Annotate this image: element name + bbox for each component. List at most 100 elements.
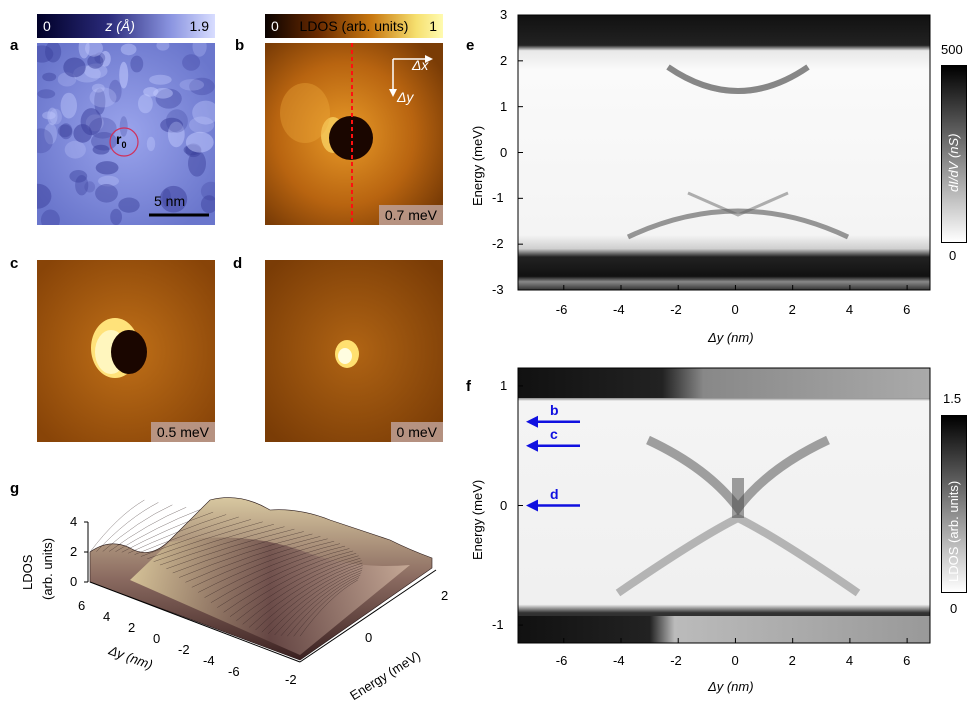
panel-e-cbar-label: dI/dV (nS): [946, 133, 961, 192]
panel-label-a: a: [10, 37, 19, 54]
topo-texture: [110, 208, 122, 225]
energy-tag-c: 0.5 meV: [150, 422, 215, 442]
panel-e-ytick-label: 0: [500, 144, 508, 160]
ldos-map-c: 0.5 meV: [37, 260, 215, 442]
panel-g-zlabel-1: LDOS: [20, 554, 35, 590]
waterfall-ridge: [153, 524, 274, 562]
panel-e-xtick-label: -4: [613, 302, 625, 317]
panel-e-ytick-label: 2: [500, 52, 508, 68]
waterfall-ridge: [166, 528, 295, 570]
panel-f-ytick-label: 0: [500, 497, 508, 513]
topo-texture: [47, 107, 58, 126]
ldos-colorbar: 0 LDOS (arb. units) 1: [265, 14, 443, 38]
waterfall-ridge: [248, 560, 362, 628]
energy-arrowhead: [526, 499, 538, 512]
topo-colorbar-label: z (Å): [105, 18, 135, 34]
waterfall-ridge: [268, 567, 363, 634]
waterfall-ridge: [121, 511, 214, 553]
waterfall-ridge: [108, 507, 187, 552]
energy-tag-d: 0 meV: [390, 422, 443, 442]
waterfall-ridge: [210, 545, 346, 603]
topo-texture: [143, 87, 159, 97]
panel-label-g: g: [10, 480, 20, 497]
topo-texture: [84, 63, 108, 79]
waterfall-ridge: [280, 572, 362, 636]
panel-f-ylabel: Energy (meV): [470, 479, 485, 560]
waterfall-ridge: [274, 570, 363, 636]
waterfall-ridge: [299, 579, 358, 637]
panel-g-ytick-label: -6: [228, 664, 240, 679]
topo-texture: [200, 181, 215, 201]
topo-texture: [149, 74, 172, 85]
waterfall-ridge: [293, 577, 360, 637]
topo-texture: [37, 128, 53, 154]
waterfall-ridge: [185, 536, 321, 583]
panel-e-xtick-label: 0: [731, 302, 739, 317]
panel-e-ytick-label: -1: [492, 190, 504, 206]
panel-g-xtick-label: 0: [365, 630, 373, 645]
topo-texture: [42, 72, 57, 82]
topo-texture: [85, 43, 103, 57]
panel-g-ztick-label: 4: [70, 514, 78, 529]
panel-e-ytick-label: -2: [492, 236, 504, 252]
topo-texture: [138, 94, 153, 114]
panel-e-xtick-label: 2: [788, 302, 796, 317]
energy-arrow-label: d: [550, 485, 559, 502]
topo-texture: [78, 43, 90, 59]
topo-texture: [84, 181, 96, 193]
panel-g-ztick-label: 2: [70, 544, 78, 559]
topo-texture: [130, 55, 144, 73]
panel-label-c: c: [10, 255, 19, 272]
topo-texture: [95, 161, 119, 175]
panel-e-xtick-label: -2: [670, 302, 682, 317]
topo-texture: [57, 124, 72, 138]
panel-e-ylabel: Energy (meV): [470, 125, 485, 206]
energy-arrow-label: b: [550, 401, 559, 418]
panel-label-f: f: [466, 378, 471, 395]
waterfall-ridge: [204, 543, 341, 598]
panel-g-ztick-label: 0: [70, 574, 78, 589]
topo-texture: [119, 61, 129, 89]
waterfall-ridge: [96, 502, 159, 552]
topo-texture: [59, 123, 73, 140]
panel-e-ytick-label: -3: [492, 282, 504, 297]
panel-f-xtick-label: 2: [788, 653, 796, 668]
waterfall-ridge: [159, 526, 285, 566]
topo-texture: [179, 79, 205, 91]
topo-texture: [42, 111, 56, 120]
waterfall-ridge: [198, 540, 335, 593]
topo-texture: [200, 195, 215, 214]
waterfall-ridge: [147, 521, 263, 560]
panel-label-e: e: [466, 37, 475, 54]
topo-texture: [92, 144, 110, 155]
topo-texture: [162, 188, 171, 208]
topo-texture: [120, 43, 137, 56]
topo-texture: [95, 184, 118, 203]
ldos-map-b: Δx Δy 0.7 meV: [265, 43, 443, 225]
topo-texture: [146, 136, 156, 152]
waterfall-ridge: [217, 548, 350, 608]
panel-f-colorbar: [941, 415, 967, 593]
topo-texture: [64, 140, 86, 159]
topo-texture: [87, 54, 104, 69]
topo-texture: [60, 92, 77, 119]
topography-map: r0 5 nm: [37, 43, 215, 225]
waterfall-ridge: [172, 531, 304, 574]
panel-g-ytick-label: 0: [153, 631, 161, 646]
topo-texture: [155, 88, 182, 109]
panel-f-xtick-label: 0: [731, 653, 739, 668]
topo-texture: [37, 45, 54, 63]
waterfall-ridge: [115, 509, 200, 552]
ldos-map-d: 0 meV: [265, 260, 443, 442]
panel-g-ytick-label: 2: [128, 620, 136, 635]
waterfall-ridge: [242, 557, 361, 625]
waterfall-ridge: [191, 538, 328, 588]
topo-colorbar-max: 1.9: [189, 18, 209, 34]
waterfall-ridge: [261, 565, 363, 633]
topo-texture: [91, 83, 105, 93]
panel-e-cbar-min: 0: [949, 248, 957, 263]
waterfall-ridge: [134, 516, 239, 555]
waterfall-ridge: [140, 519, 252, 557]
panel-f-cbar-min: 0: [950, 601, 958, 616]
panel-g-ytick-label: 4: [103, 609, 111, 624]
